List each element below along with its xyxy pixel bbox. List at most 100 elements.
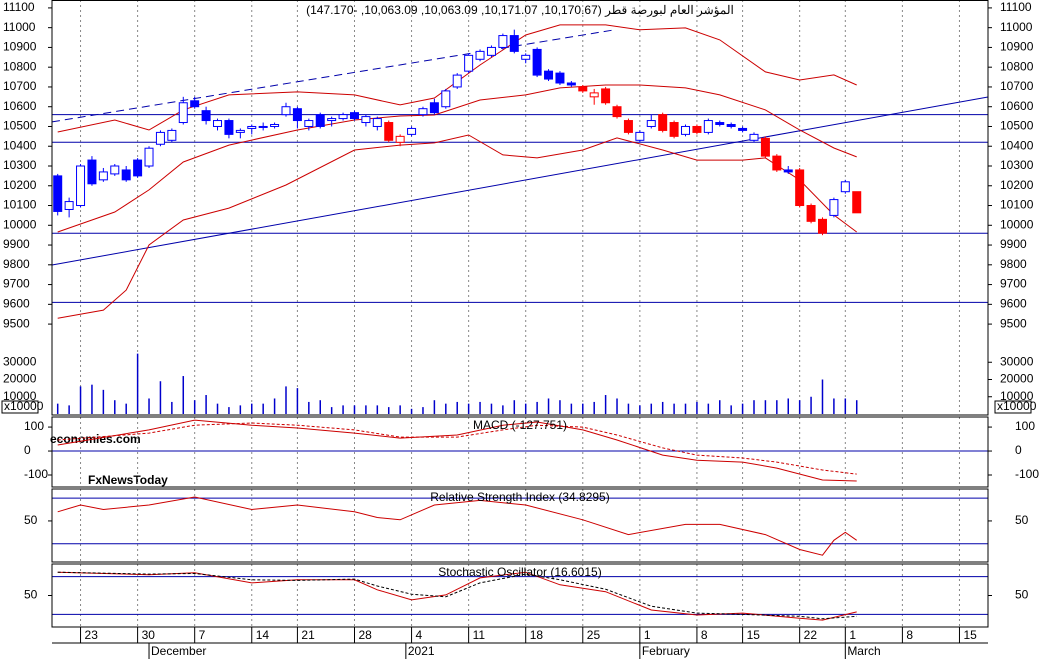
candle-body [783, 169, 793, 173]
y-tick-label: -100 [1015, 467, 1039, 481]
candle-body [817, 218, 827, 234]
candle-body [53, 175, 63, 212]
rsi-panel [51, 488, 989, 563]
stoch-panel [51, 563, 989, 628]
candle-body [407, 127, 417, 135]
y-tick-label: 9900 [1000, 237, 1027, 251]
volume-tick-label: 30000 [3, 354, 37, 368]
y-tick-label: 10600 [3, 99, 37, 113]
y-tick-label: 100 [1015, 419, 1035, 433]
candle-body [281, 106, 291, 116]
y-tick-label: 100 [24, 419, 44, 433]
price-panel [51, 0, 989, 416]
candle-body [144, 147, 154, 167]
candle-body [64, 201, 74, 210]
candle-body [452, 74, 462, 88]
candle-body [509, 35, 519, 52]
y-tick-label: 10800 [3, 59, 37, 73]
candle-body [589, 92, 599, 98]
candle-body [201, 110, 211, 122]
x-tick-label: 28 [358, 628, 372, 642]
y-tick-label: 10800 [1000, 59, 1034, 73]
candle-body [498, 35, 508, 48]
candle-body [349, 112, 359, 120]
y-tick-label: 0 [24, 443, 31, 457]
x-tick-label: 23 [85, 628, 99, 642]
y-tick-label: 9700 [1000, 277, 1027, 291]
candle-body [361, 116, 371, 124]
y-tick-label: 0 [1015, 443, 1022, 457]
y-tick-label: 9900 [3, 237, 30, 251]
indicator-line [57, 422, 857, 475]
candle-body [76, 165, 86, 207]
volume-tick-label: 20000 [3, 372, 37, 386]
y-tick-label: 10200 [1000, 178, 1034, 192]
candle-body [658, 114, 668, 131]
y-tick-label: 50 [24, 588, 38, 602]
candle-body [795, 169, 805, 207]
y-tick-label: 10900 [3, 40, 37, 54]
candle-body [840, 181, 850, 193]
candle-body [623, 120, 633, 133]
y-tick-label: 10000 [1000, 217, 1034, 231]
candle-body [464, 54, 474, 72]
month-label: March [847, 644, 880, 658]
y-tick-label: 50 [24, 513, 38, 527]
y-tick-label: 9700 [3, 277, 30, 291]
y-tick-label: 10200 [3, 178, 37, 192]
trendline [51, 96, 989, 266]
candle-body [190, 100, 200, 108]
candle-body [521, 54, 531, 60]
y-tick-label: 9500 [1000, 316, 1027, 330]
band-line [57, 24, 857, 133]
indicator-line [57, 496, 857, 556]
candle-body [578, 86, 588, 92]
candle-body [806, 205, 816, 222]
y-tick-label: 10000 [3, 217, 37, 231]
x-tick-label: 1 [644, 628, 651, 642]
x-tick-label: 18 [530, 628, 544, 642]
candle-body [486, 46, 496, 56]
volume-tick-label: 10000 [1000, 389, 1034, 403]
candle-body [429, 102, 439, 114]
candle-body [441, 90, 451, 108]
candle-body [760, 137, 770, 157]
candle-body [532, 48, 542, 76]
candle-body [475, 50, 485, 60]
candle-body [133, 159, 143, 177]
candle-body [178, 102, 188, 124]
y-tick-label: 10900 [1000, 40, 1034, 54]
x-tick-label: 1 [849, 628, 856, 642]
x-tick-label: 21 [301, 628, 315, 642]
candle-body [315, 114, 325, 127]
y-tick-label: 9600 [3, 297, 30, 311]
candle-body [418, 108, 428, 116]
candle-body [372, 118, 382, 127]
y-tick-label: 9800 [3, 257, 30, 271]
candle-body [224, 120, 234, 135]
candle-body [669, 122, 679, 137]
indicator-line [57, 571, 857, 621]
candle-body [738, 127, 748, 131]
indicator-line [57, 571, 857, 620]
y-tick-label: 10400 [1000, 138, 1034, 152]
candle-body [258, 125, 268, 128]
candle-body [635, 131, 645, 141]
candle-body [110, 165, 120, 175]
x-tick-label: 15 [747, 628, 761, 642]
candle-body [829, 199, 839, 216]
candle-body [155, 131, 165, 145]
candle-body [395, 135, 405, 143]
candle-body [338, 114, 348, 120]
x-tick-label: 25 [587, 628, 601, 642]
month-label: 2021 [408, 644, 435, 658]
x-tick-label: 22 [804, 628, 818, 642]
x-tick-label: 11 [473, 628, 486, 642]
candle-body [566, 82, 576, 86]
candle-body [715, 122, 725, 126]
y-tick-label: 10300 [3, 158, 37, 172]
candle-body [555, 72, 565, 84]
y-tick-label: 50 [1015, 513, 1029, 527]
y-tick-label: 10600 [1000, 99, 1034, 113]
